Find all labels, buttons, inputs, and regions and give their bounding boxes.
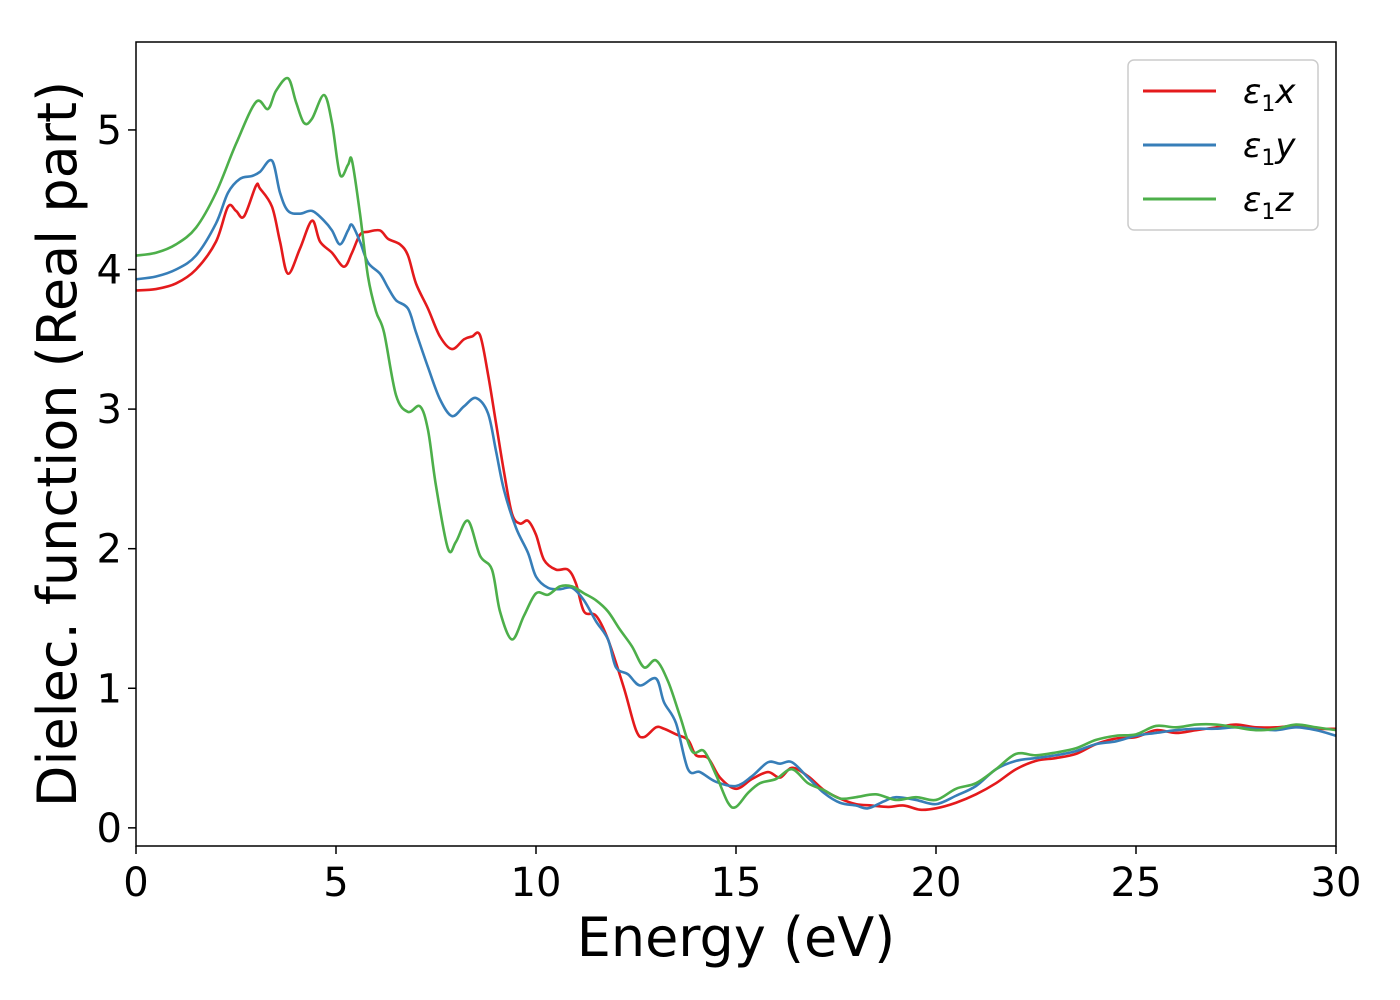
series-line-x: [136, 182, 1336, 812]
legend-label-z: ε1z: [1243, 180, 1294, 225]
series-layer: [136, 76, 1336, 812]
x-tick-label: 10: [511, 860, 562, 906]
y-tick-label: 3: [97, 387, 122, 433]
legend: ε1x ε1y ε1z: [1127, 59, 1319, 231]
y-axis-label: Dielec. function (Real part): [26, 81, 89, 807]
x-tick-label: 0: [123, 860, 148, 906]
legend-box: [1127, 59, 1319, 231]
y-tick-label: 2: [97, 527, 122, 573]
x-axis-label: Energy (eV): [577, 906, 896, 969]
y-tick-label: 5: [97, 108, 122, 154]
x-tick-label: 30: [1311, 860, 1362, 906]
x-tick-label: 25: [1111, 860, 1162, 906]
x-axis: 0 5 10 15 20 25 30: [123, 846, 1361, 906]
y-tick-label: 1: [97, 666, 122, 712]
y-tick-label: 0: [97, 806, 122, 852]
x-tick-label: 20: [911, 860, 962, 906]
y-tick-label: 4: [97, 248, 122, 294]
series-line-z: [136, 76, 1336, 810]
legend-label-y: ε1y: [1243, 126, 1296, 171]
x-tick-label: 5: [323, 860, 348, 906]
x-tick-label: 15: [711, 860, 762, 906]
series-line-y: [136, 158, 1336, 810]
legend-label-x: ε1x: [1243, 72, 1296, 117]
y-axis: 0 1 2 3 4 5: [97, 108, 136, 852]
